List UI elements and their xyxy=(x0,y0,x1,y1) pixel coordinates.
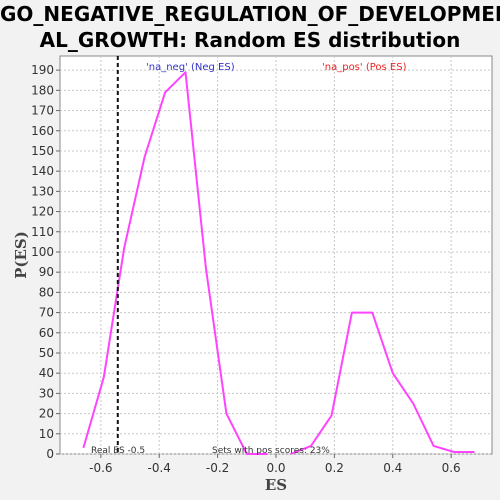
y-tick-label: 180 xyxy=(31,83,54,97)
y-tick-label: 70 xyxy=(39,306,54,320)
y-axis-title: P(ES) xyxy=(12,231,30,279)
y-tick-label: 190 xyxy=(31,63,54,77)
y-tick-label: 60 xyxy=(39,326,54,340)
y-tick-label: 30 xyxy=(39,386,54,400)
y-tick-label: 20 xyxy=(39,407,54,421)
y-tick-label: 110 xyxy=(31,225,54,239)
x-tick-label: -0.2 xyxy=(206,461,229,475)
series-line-pos xyxy=(290,311,475,455)
y-tick-label: 80 xyxy=(39,285,54,299)
chart-title: GO_NEGATIVE_REGULATION_OF_DEVELOPMENT AL… xyxy=(0,1,500,53)
axis-ticks: 0 10 20 30 40 50 60 70 80 90 100 110 120 130 140 150 160… xyxy=(31,63,461,475)
y-tick-label: 170 xyxy=(31,104,54,118)
series-lines xyxy=(82,71,475,455)
y-tick-label: 150 xyxy=(31,144,54,158)
y-tick-label: 50 xyxy=(39,346,54,360)
x-tick-label: -0.4 xyxy=(148,461,171,475)
x-tick-label: 0.6 xyxy=(442,461,461,475)
y-tick-label: 130 xyxy=(31,184,54,198)
y-tick-label: 140 xyxy=(31,164,54,178)
x-tick-label: -0.6 xyxy=(89,461,112,475)
real-es-annotation: Real ES -0.5 xyxy=(91,446,145,456)
y-tick-label: 160 xyxy=(31,124,54,138)
y-tick-label: 90 xyxy=(39,265,54,279)
x-tick-label: 0.2 xyxy=(325,461,344,475)
legend-pos-label: 'na_pos' (Pos ES) xyxy=(322,62,407,73)
legend-neg-label: 'na_neg' (Neg ES) xyxy=(146,62,235,73)
x-tick-label: 0.0 xyxy=(266,461,285,475)
grid-lines xyxy=(60,56,492,455)
x-axis-title: ES xyxy=(265,476,287,494)
x-tick-label: 0.4 xyxy=(383,461,402,475)
y-tick-label: 0 xyxy=(46,447,54,461)
y-tick-label: 40 xyxy=(39,366,54,380)
series-line-neg xyxy=(82,71,268,455)
y-tick-label: 120 xyxy=(31,205,54,219)
chart-title-line-1: GO_NEGATIVE_REGULATION_OF_DEVELOPMENT xyxy=(0,2,500,26)
y-tick-label: 100 xyxy=(31,245,54,259)
pos-scores-annotation: Sets with pos scores: 23% xyxy=(212,446,330,456)
chart-title-line-2: AL_GROWTH: Random ES distribution xyxy=(39,28,461,52)
plot-area xyxy=(59,55,493,455)
y-tick-label: 10 xyxy=(39,427,54,441)
